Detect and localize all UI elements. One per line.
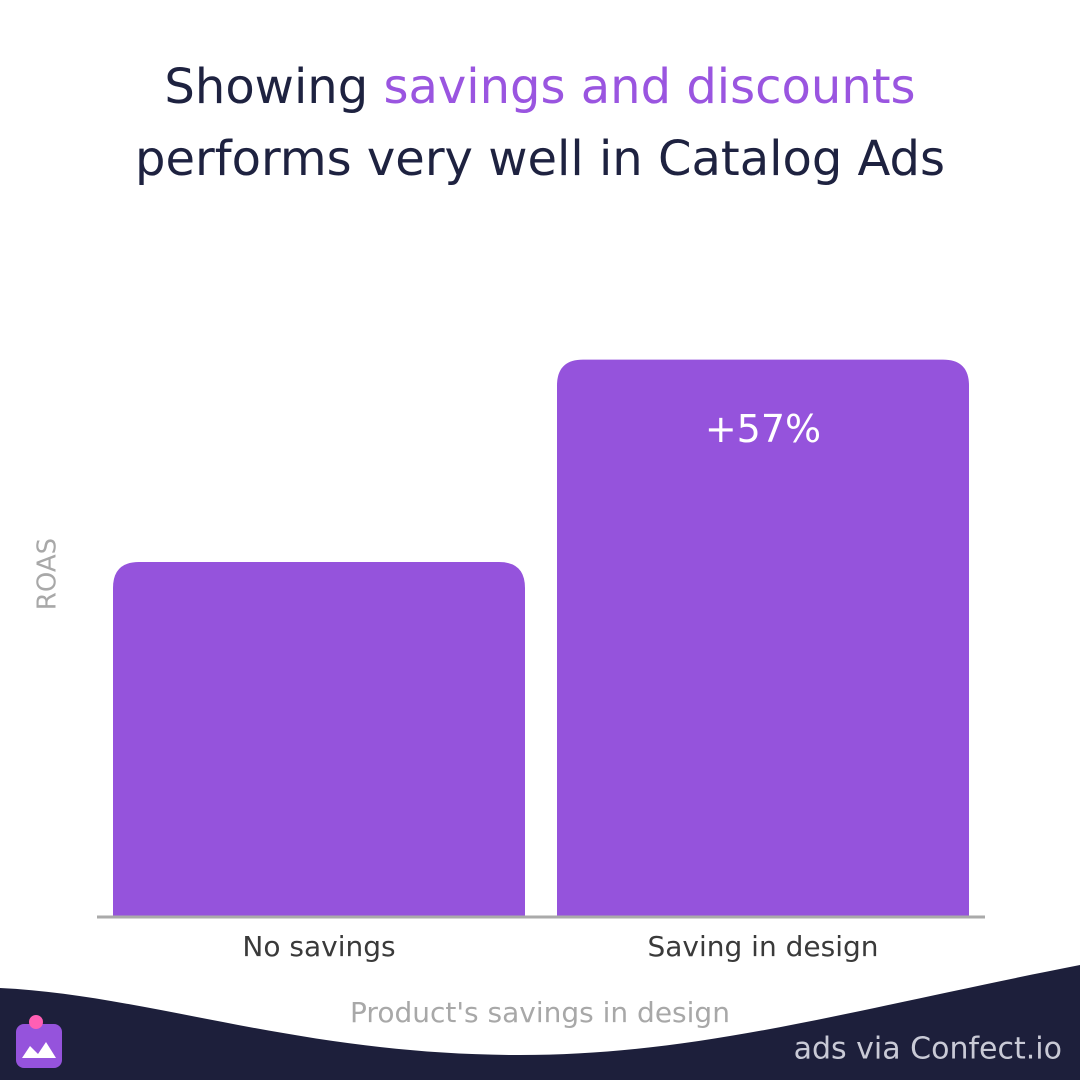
x-tick-label: Saving in design [647,930,878,963]
x-tick-label: No savings [242,930,395,963]
x-axis-label: Product's savings in design [350,996,730,1029]
bar [557,359,969,917]
title-segment: Showing [164,59,368,115]
logo [16,1015,62,1068]
value-annotation: +57% [705,407,821,451]
chart-title-line: Showing savings and discounts [164,59,915,115]
title-segment: savings and discounts [383,59,915,115]
y-axis-label: ROAS [33,538,63,610]
chart-title-line: performs very well in Catalog Ads [135,131,945,187]
bar [113,562,525,917]
logo-mark [22,1042,56,1058]
logo-dot [29,1015,43,1029]
logo-box [16,1024,62,1068]
title-segment: performs very well in Catalog Ads [135,131,945,187]
footer-wave [0,965,1080,1080]
footer-text: ads via Confect.io [794,1032,1062,1067]
